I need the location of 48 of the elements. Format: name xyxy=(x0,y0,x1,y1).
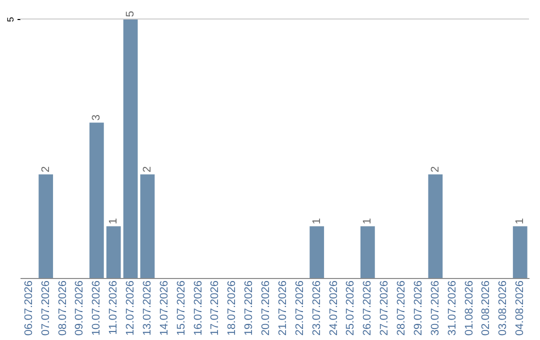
bar xyxy=(428,174,443,278)
x-tick-label: 18.07.2026 xyxy=(226,280,238,336)
x-tick-label: 30.07.2026 xyxy=(429,280,442,336)
x-tick-label: 25.07.2026 xyxy=(344,280,357,336)
data-label: 1 xyxy=(362,218,374,224)
x-tick-label: 09.07.2026 xyxy=(74,280,86,336)
data-label: 2 xyxy=(40,166,52,172)
x-tick-label: 22.07.2026 xyxy=(294,280,306,336)
bar xyxy=(512,226,528,278)
x-tick-label: 21.07.2026 xyxy=(276,280,289,336)
x-tick-label: 23.07.2026 xyxy=(310,280,323,336)
x-tick-label: 19.07.2026 xyxy=(243,280,256,336)
bar xyxy=(140,174,155,278)
x-tick-label: 27.07.2026 xyxy=(378,280,391,336)
x-tick-label: 04.08.2026 xyxy=(514,280,526,336)
x-tick-label: 17.07.2026 xyxy=(209,280,222,336)
x-tick-label: 16.07.2026 xyxy=(192,280,204,336)
x-tick-label: 12.07.2026 xyxy=(124,280,137,336)
x-tick-label: 10.07.2026 xyxy=(90,280,103,336)
x-tick-label: 24.07.2026 xyxy=(328,280,340,336)
x-tick-label: 07.07.2026 xyxy=(40,280,52,336)
bar xyxy=(123,19,138,278)
x-tick-label: 11.07.2026 xyxy=(108,280,120,335)
x-tick-label: 13.07.2026 xyxy=(141,280,154,336)
bar xyxy=(310,226,324,278)
bar xyxy=(106,226,121,278)
x-tick-label: 29.07.2026 xyxy=(412,280,424,336)
data-label: 1 xyxy=(514,218,526,224)
bar xyxy=(38,174,54,278)
data-label: 3 xyxy=(90,114,103,121)
data-label: 1 xyxy=(310,218,323,224)
x-tick-label: 20.07.2026 xyxy=(260,280,272,336)
x-tick-label: 14.07.2026 xyxy=(158,280,170,336)
x-tick-label: 08.07.2026 xyxy=(56,280,69,336)
x-tick-label: 03.08.2026 xyxy=(497,280,510,336)
data-label: 5 xyxy=(124,10,137,17)
x-tick-label: 26.07.2026 xyxy=(362,280,374,336)
data-label: 2 xyxy=(429,166,442,172)
x-tick-label: 02.08.2026 xyxy=(480,280,492,336)
data-label: 1 xyxy=(108,218,120,224)
bar xyxy=(360,226,375,278)
x-tick-label: 28.07.2026 xyxy=(396,280,408,336)
bar xyxy=(89,122,104,278)
x-tick-label: 06.07.2026 xyxy=(22,280,35,336)
x-tick-label: 31.07.2026 xyxy=(446,280,458,336)
data-label: 2 xyxy=(141,166,154,172)
x-tick-label: 15.07.2026 xyxy=(175,280,188,336)
x-tick-label: 01.08.2026 xyxy=(463,280,476,336)
